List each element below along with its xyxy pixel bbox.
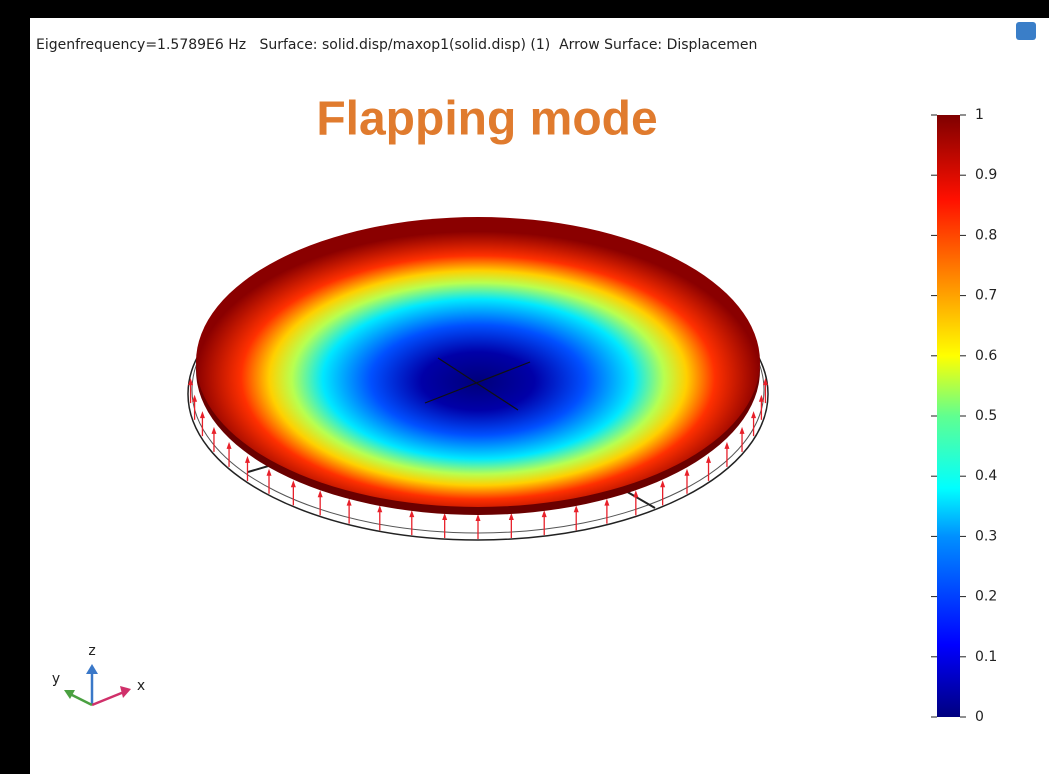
title: Flapping mode [316, 93, 657, 146]
arrow-head [200, 411, 205, 418]
arrow-head [633, 490, 638, 497]
screen: Eigenfrequency=1.5789E6 Hz Surface: soli… [0, 0, 1049, 774]
arrow-head [574, 505, 579, 512]
tick-label: 0.9 [975, 167, 997, 183]
arrow-head [706, 456, 711, 463]
tick-label: 0 [975, 709, 984, 725]
arrow-head [740, 427, 745, 434]
arrow-head [476, 514, 481, 521]
axis-triad: z x y [52, 643, 145, 705]
arrow-head [347, 499, 352, 506]
arrow-head [604, 499, 609, 506]
tick-label: 0.1 [975, 649, 997, 665]
arrow-head [409, 510, 414, 517]
y-axis [70, 694, 92, 705]
z-label: z [88, 643, 95, 659]
x-label: x [137, 678, 145, 694]
header-text: Eigenfrequency=1.5789E6 Hz Surface: soli… [36, 37, 757, 53]
colorbar [937, 115, 960, 717]
tick-label: 0.3 [975, 528, 997, 544]
x-axis [92, 692, 124, 705]
tick-label: 0.6 [975, 348, 997, 364]
z-arrow [86, 664, 98, 674]
tick-label: 1 [975, 107, 984, 123]
arrow-head [377, 505, 382, 512]
tick-label: 0.2 [975, 589, 997, 605]
arrow-head [267, 469, 272, 476]
x-arrow [120, 686, 131, 698]
y-label: y [52, 671, 60, 687]
arrow-head [318, 490, 323, 497]
arrow-head [211, 427, 216, 434]
arrow-head [684, 469, 689, 476]
app-icon [1016, 22, 1036, 40]
arrow-head [227, 442, 232, 449]
spoke [624, 490, 655, 508]
arrow-head [660, 480, 665, 487]
tick-label: 0.8 [975, 227, 997, 243]
arrow-head [751, 411, 756, 418]
arrow-head [291, 480, 296, 487]
arrow-head [542, 510, 547, 517]
plot: Eigenfrequency=1.5789E6 Hz Surface: soli… [0, 0, 1049, 774]
arrow-head [245, 456, 250, 463]
arrow-head [724, 442, 729, 449]
disc-surface [196, 217, 760, 507]
tick-label: 0.5 [975, 408, 997, 424]
model [188, 217, 768, 540]
tick-label: 0.7 [975, 288, 997, 304]
tick-label: 0.4 [975, 468, 997, 484]
